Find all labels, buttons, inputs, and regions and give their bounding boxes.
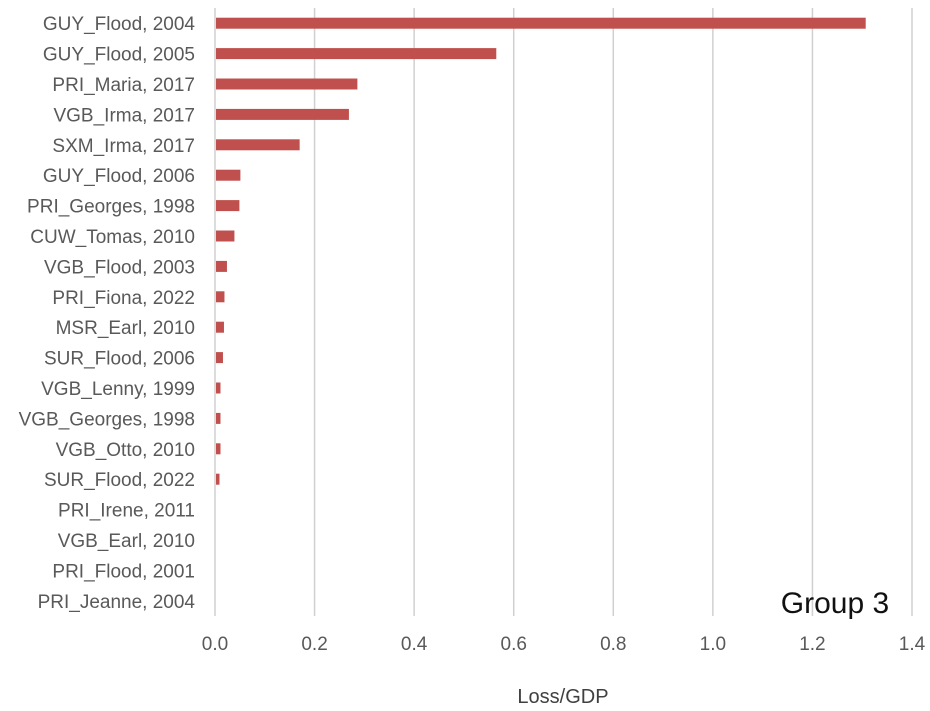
category-label: VGB_Irma, 2017 [53,105,195,126]
bar [216,412,221,424]
category-label: GUY_Flood, 2006 [43,166,195,187]
x-tick-label: 1.2 [799,634,825,655]
x-tick-label: 0.2 [301,634,327,655]
category-label: MSR_Earl, 2010 [56,318,195,339]
category-label: GUY_Flood, 2005 [43,45,195,66]
bar [216,17,866,29]
x-axis-title: Loss/GDP [517,686,608,708]
category-label: SXM_Irma, 2017 [52,136,195,157]
bar [216,473,220,485]
bar [216,78,358,90]
category-label: PRI_Fiona, 2022 [52,288,195,309]
bar [216,200,240,212]
category-label: VGB_Lenny, 1999 [41,379,195,400]
category-label: PRI_Jeanne, 2004 [38,592,196,613]
gridlines [214,8,913,616]
category-label: SUR_Flood, 2006 [44,349,195,370]
x-tick-label: 1.4 [899,634,926,655]
bar [216,321,224,333]
x-tick-labels: 0.0 0.2 0.4 0.6 0.8 1.0 1.2 1.4 [202,634,926,655]
category-labels: GUY_Flood, 2004 GUY_Flood, 2005 PRI_Maria,… [19,14,196,613]
bar [216,382,221,394]
x-tick-label: 0.6 [501,634,527,655]
category-label: PRI_Maria, 2017 [52,75,195,96]
bar [216,291,225,303]
category-label: CUW_Tomas, 2010 [30,227,195,248]
category-label: GUY_Flood, 2004 [43,14,196,35]
category-label: VGB_Earl, 2010 [58,531,195,552]
bar [216,108,349,120]
category-label: PRI_Irene, 2011 [58,501,195,522]
group-annotation: Group 3 [781,587,889,620]
x-tick-label: 0.0 [202,634,228,655]
category-label: VGB_Otto, 2010 [56,440,195,461]
category-label: VGB_Georges, 1998 [19,409,195,430]
category-label: PRI_Flood, 2001 [52,561,195,582]
category-label: SUR_Flood, 2022 [44,470,195,491]
category-label: PRI_Georges, 1998 [27,197,195,218]
bar [216,48,497,60]
bar [216,443,221,455]
x-tick-label: 0.4 [401,634,428,655]
x-tick-label: 0.8 [600,634,626,655]
bar [216,230,235,242]
x-tick-label: 1.0 [700,634,726,655]
bar [216,169,241,181]
bar [216,260,227,272]
bars [216,17,866,485]
bar [216,139,300,151]
category-label: VGB_Flood, 2003 [44,257,195,278]
bar [216,352,223,364]
